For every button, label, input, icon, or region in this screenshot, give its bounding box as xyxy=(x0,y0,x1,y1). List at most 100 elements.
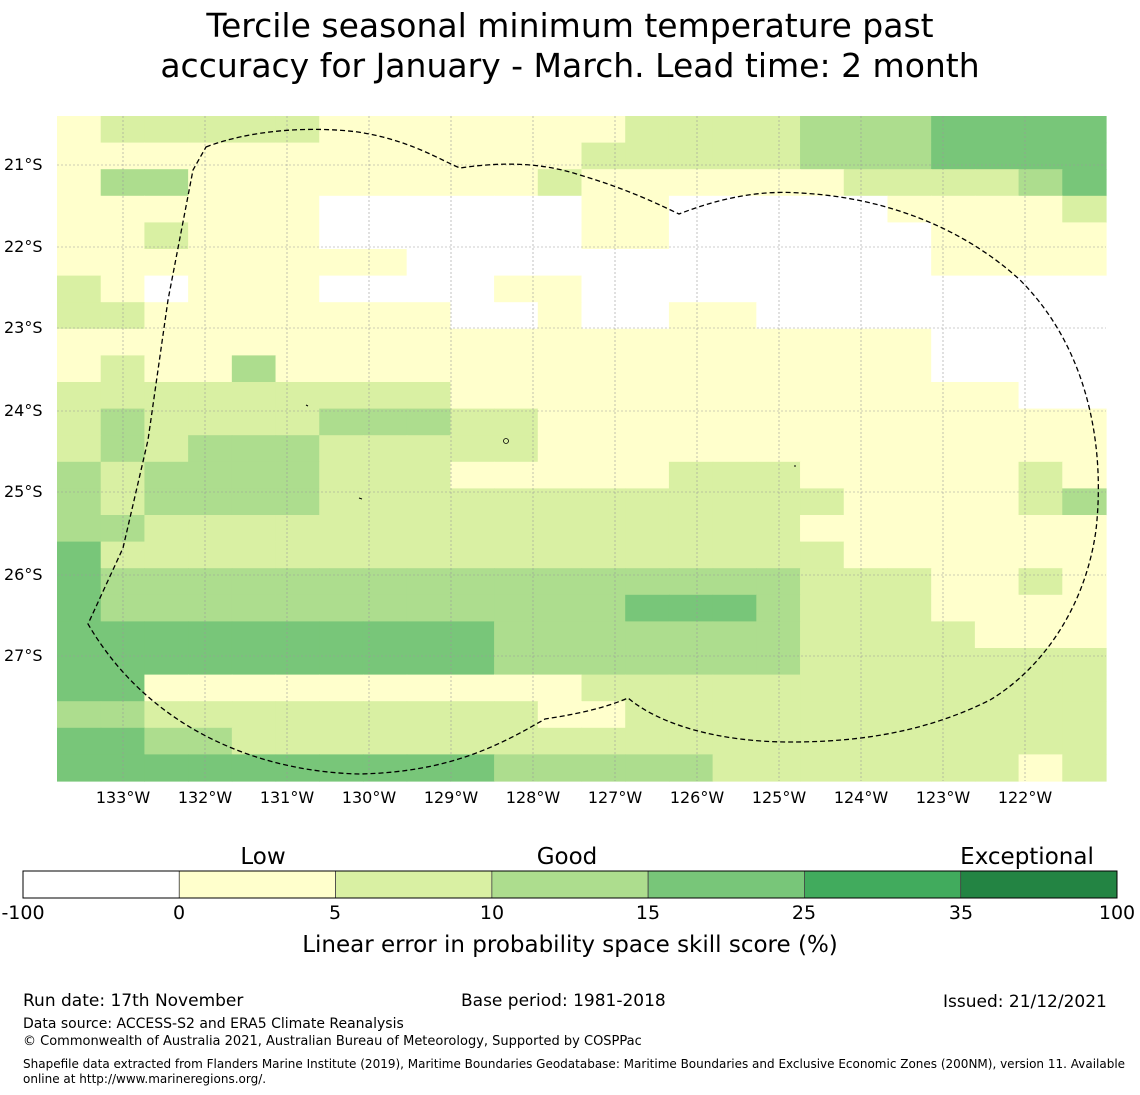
skill-cell xyxy=(843,116,889,144)
skill-cell xyxy=(756,648,801,676)
skill-cell xyxy=(843,461,889,489)
skill-cell xyxy=(974,488,1020,516)
skill-cell xyxy=(668,515,714,543)
skill-cell xyxy=(1062,222,1107,250)
skill-cell xyxy=(319,568,364,596)
skill-cell xyxy=(275,382,320,410)
skill-cell xyxy=(188,488,233,516)
skill-cell xyxy=(494,169,539,197)
skill-cell xyxy=(1062,461,1107,489)
skill-cell xyxy=(231,621,277,649)
skill-cell xyxy=(756,382,801,410)
lon-tick-label: 133°W xyxy=(95,788,151,807)
skill-cell xyxy=(406,701,451,729)
skill-cell xyxy=(188,355,233,383)
skill-cell xyxy=(974,621,1020,649)
skill-cell xyxy=(756,701,801,729)
skill-cell xyxy=(625,488,670,516)
skill-cell xyxy=(275,195,320,223)
skill-cell xyxy=(1062,382,1107,410)
skill-cell xyxy=(712,674,757,702)
skill-cell xyxy=(887,648,932,676)
skill-cell xyxy=(581,674,626,702)
skill-cell xyxy=(537,249,583,277)
skill-cell xyxy=(625,169,670,197)
skill-cell xyxy=(668,461,714,489)
skill-cell xyxy=(144,541,189,569)
skill-cell xyxy=(800,275,845,303)
skill-cell xyxy=(756,302,801,330)
skill-cell xyxy=(362,541,408,569)
skill-cell xyxy=(581,355,626,383)
skill-cell xyxy=(800,754,845,782)
skill-cell xyxy=(931,116,976,144)
skill-cell xyxy=(1062,727,1107,755)
skill-cell xyxy=(581,568,626,596)
skill-cell xyxy=(144,727,189,755)
skill-cell xyxy=(974,515,1020,543)
colorbar-tick-label: 100 xyxy=(1098,902,1136,924)
skill-cell xyxy=(537,568,583,596)
skill-cell xyxy=(843,408,889,436)
skill-cell xyxy=(625,727,670,755)
skill-cell xyxy=(406,302,451,330)
skill-cell xyxy=(537,408,583,436)
lon-tick-label: 122°W xyxy=(997,788,1053,807)
skill-cell xyxy=(231,435,277,463)
skill-cell xyxy=(275,328,320,356)
skill-cell xyxy=(57,355,102,383)
skill-cell xyxy=(756,249,801,277)
skill-cell xyxy=(319,754,364,782)
skill-cell xyxy=(275,701,320,729)
skill-cell xyxy=(231,488,277,516)
base-period: Base period: 1981-2018 xyxy=(461,991,666,1011)
lon-tick-label: 123°W xyxy=(915,788,971,807)
skill-cell xyxy=(581,195,626,223)
skill-cell xyxy=(756,328,801,356)
skill-cell xyxy=(625,568,670,596)
skill-cell xyxy=(450,328,495,356)
skill-cell xyxy=(974,701,1020,729)
skill-cell xyxy=(319,515,364,543)
skill-cell xyxy=(231,328,277,356)
skill-cell xyxy=(537,461,583,489)
skill-cell xyxy=(406,461,451,489)
skill-cell xyxy=(1018,249,1063,277)
skill-cell xyxy=(450,594,495,622)
skill-cell xyxy=(144,461,189,489)
skill-cell xyxy=(450,541,495,569)
skill-cell xyxy=(231,382,277,410)
skill-cell xyxy=(144,355,189,383)
skill-cell xyxy=(450,568,495,596)
skill-cell xyxy=(1062,701,1107,729)
skill-cell xyxy=(1018,435,1063,463)
skill-cell xyxy=(887,515,932,543)
skill-cell xyxy=(712,568,757,596)
skill-cell xyxy=(450,674,495,702)
skill-cell xyxy=(974,116,1020,144)
skill-cell xyxy=(887,408,932,436)
skill-cell xyxy=(712,142,757,170)
skill-cell xyxy=(931,461,976,489)
skill-cell xyxy=(188,382,233,410)
skill-cell xyxy=(494,116,539,144)
skill-cell xyxy=(144,222,189,250)
skill-cell xyxy=(712,461,757,489)
skill-cell xyxy=(144,594,189,622)
skill-cell xyxy=(319,435,364,463)
skill-cell xyxy=(275,116,320,144)
colorbar-title: Linear error in probability space skill … xyxy=(302,932,838,958)
skill-cell xyxy=(188,594,233,622)
colorbar-tick-label: 10 xyxy=(479,902,505,924)
skill-cell xyxy=(450,408,495,436)
skill-cell xyxy=(450,382,495,410)
skill-cell xyxy=(1062,515,1107,543)
skill-cell xyxy=(362,701,408,729)
skill-cell xyxy=(887,328,932,356)
skill-cell xyxy=(974,648,1020,676)
skill-cell xyxy=(450,355,495,383)
lon-tick-label: 130°W xyxy=(341,788,397,807)
skill-cell xyxy=(144,328,189,356)
skill-cell xyxy=(712,701,757,729)
